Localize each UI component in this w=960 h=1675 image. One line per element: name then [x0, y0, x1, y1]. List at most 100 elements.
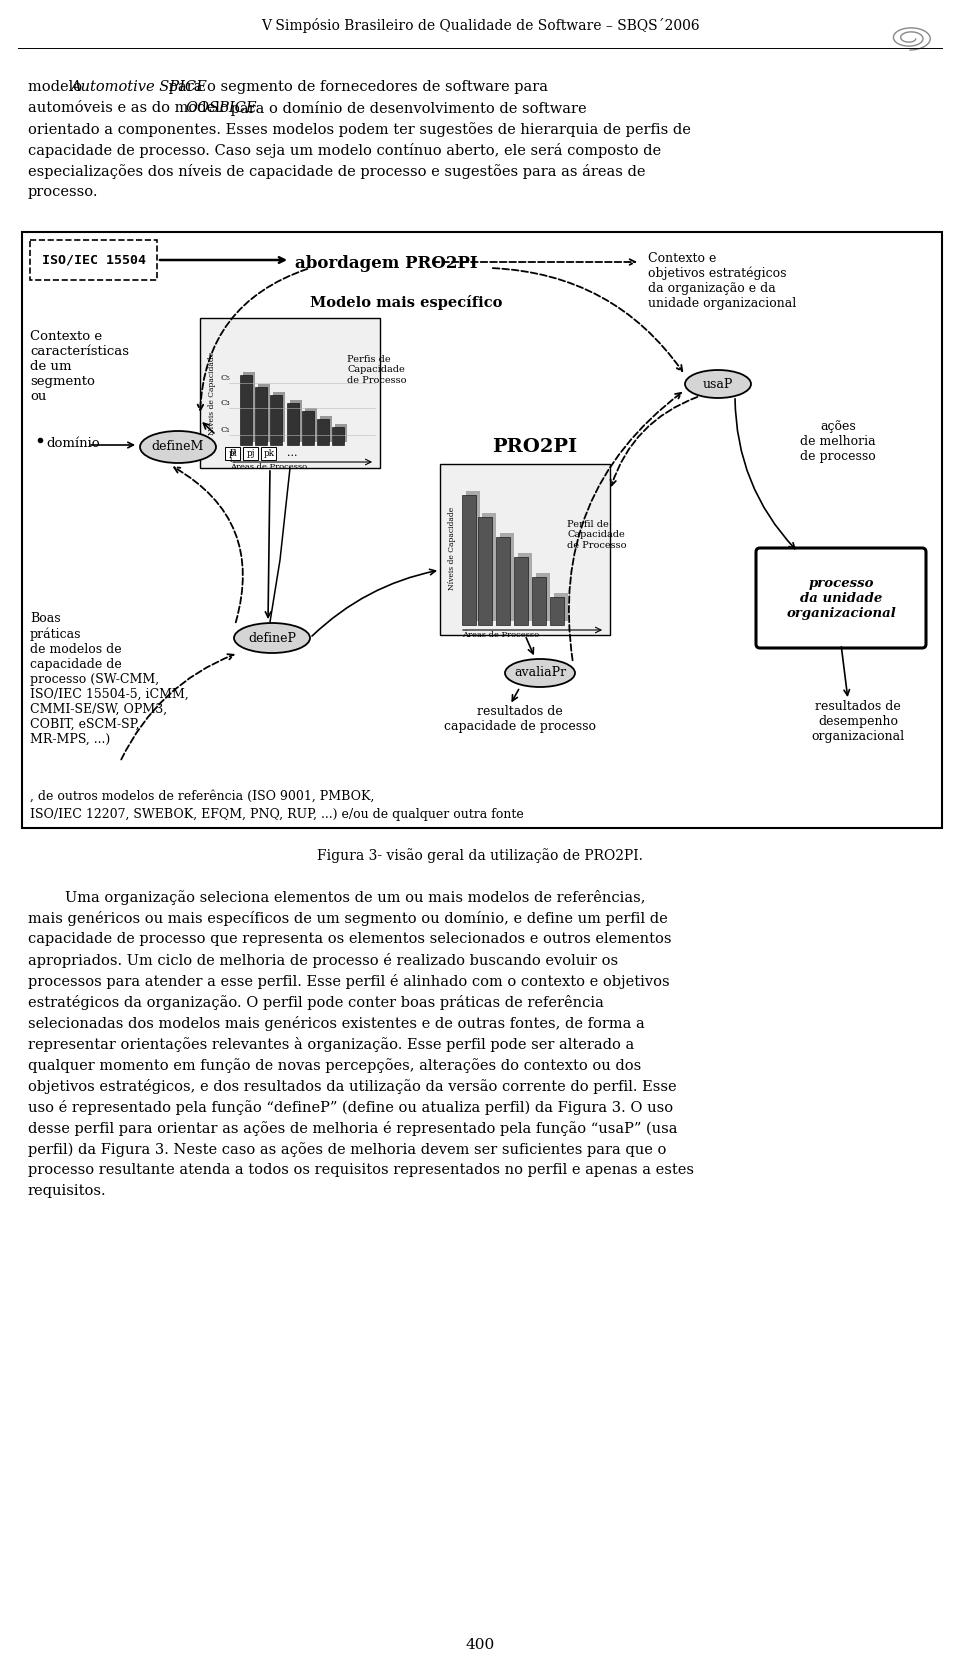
Bar	[258, 384, 270, 442]
Text: Automotive SPICE: Automotive SPICE	[70, 80, 207, 94]
Text: automóveis e as do modelo: automóveis e as do modelo	[28, 100, 233, 116]
Ellipse shape	[505, 658, 575, 687]
Text: capacidade de processo que representa os elementos selecionados e outros element: capacidade de processo que representa os…	[28, 931, 671, 946]
Bar	[518, 553, 532, 621]
Text: processo resultante atenda a todos os requisitos representados no perfil e apena: processo resultante atenda a todos os re…	[28, 1162, 694, 1178]
Text: ISO/IEC 15504: ISO/IEC 15504	[41, 253, 146, 266]
Text: orientado a componentes. Esses modelos podem ter sugestões de hierarquia de perf: orientado a componentes. Esses modelos p…	[28, 122, 691, 137]
Text: pk: pk	[263, 449, 275, 457]
Text: Contexto e
características
de um
segmento
ou: Contexto e características de um segment…	[30, 330, 129, 404]
Text: avaliaPr: avaliaPr	[514, 667, 566, 680]
Text: ISO/IEC 12207, SWEBOK, EFQM, PNQ, RUP, ...) e/ou de qualquer outra fonte: ISO/IEC 12207, SWEBOK, EFQM, PNQ, RUP, .…	[30, 807, 524, 821]
Text: Figura 3- visão geral da utilização de PRO2PI.: Figura 3- visão geral da utilização de P…	[317, 848, 643, 863]
Text: abordagem PRO2PI: abordagem PRO2PI	[295, 255, 478, 271]
Text: pi: pi	[228, 449, 237, 457]
Bar	[440, 464, 610, 635]
Text: V Simpósio Brasileiro de Qualidade de Software – SBQS´2006: V Simpósio Brasileiro de Qualidade de So…	[261, 18, 699, 34]
Bar	[270, 395, 282, 446]
Bar	[261, 447, 276, 461]
Text: processo.: processo.	[28, 184, 99, 199]
Text: defineM: defineM	[152, 441, 204, 454]
Text: perfil) da Figura 3. Neste caso as ações de melhoria devem ser suficientes para : perfil) da Figura 3. Neste caso as ações…	[28, 1142, 666, 1157]
Bar	[514, 558, 528, 625]
Text: Perfis de
Capacidade
de Processo: Perfis de Capacidade de Processo	[347, 355, 406, 385]
Bar	[554, 593, 568, 621]
Bar	[482, 513, 496, 621]
Text: da organização e da: da organização e da	[648, 281, 776, 295]
Bar	[22, 233, 942, 827]
Text: ...: ...	[287, 447, 298, 457]
Ellipse shape	[234, 623, 310, 653]
Bar	[225, 447, 240, 461]
FancyBboxPatch shape	[756, 548, 926, 648]
Bar	[332, 427, 344, 446]
Text: capacidade de processo. Caso seja um modelo contínuo aberto, ele será composto d: capacidade de processo. Caso seja um mod…	[28, 142, 661, 157]
Text: processos para atender a esse perfil. Esse perfil é alinhado com o contexto e ob: processos para atender a esse perfil. Es…	[28, 973, 670, 988]
Text: resultados de
capacidade de processo: resultados de capacidade de processo	[444, 705, 596, 734]
Text: especializações dos níveis de capacidade de processo e sugestões para as áreas d: especializações dos níveis de capacidade…	[28, 164, 645, 179]
Text: Perfil de
Capacidade
de Processo: Perfil de Capacidade de Processo	[567, 519, 627, 549]
Text: OOSPICE: OOSPICE	[185, 100, 256, 116]
Text: para o segmento de fornecedores de software para: para o segmento de fornecedores de softw…	[164, 80, 548, 94]
Text: p: p	[229, 447, 236, 457]
Ellipse shape	[140, 430, 216, 462]
Text: selecionadas dos modelos mais genéricos existentes e de outras fontes, de forma : selecionadas dos modelos mais genéricos …	[28, 1017, 645, 1032]
Bar	[302, 410, 314, 446]
Text: Áreas de Processo: Áreas de Processo	[462, 631, 540, 638]
Bar	[30, 240, 157, 280]
Bar	[243, 447, 258, 461]
Bar	[287, 404, 299, 446]
Text: Níveis de Capacidade: Níveis de Capacidade	[208, 352, 216, 434]
Bar	[532, 576, 546, 625]
Bar	[273, 392, 285, 442]
Bar	[462, 496, 476, 625]
Bar	[466, 491, 480, 621]
Text: ações
de melhoria
de processo: ações de melhoria de processo	[800, 420, 876, 462]
Text: qualquer momento em função de novas percepções, alterações do contexto ou dos: qualquer momento em função de novas perc…	[28, 1059, 641, 1074]
Text: resultados de
desempenho
organizacional: resultados de desempenho organizacional	[811, 700, 904, 744]
Text: PRO2PI: PRO2PI	[492, 437, 578, 456]
Text: Modelo mais específico: Modelo mais específico	[310, 295, 502, 310]
Text: processo
da unidade
organizacional: processo da unidade organizacional	[786, 576, 896, 620]
Bar	[243, 372, 255, 442]
Bar	[536, 573, 550, 621]
Text: estratégicos da organização. O perfil pode conter boas práticas de referência: estratégicos da organização. O perfil po…	[28, 995, 604, 1010]
Bar	[496, 538, 510, 625]
Bar	[335, 424, 347, 442]
Text: requisitos.: requisitos.	[28, 1184, 107, 1198]
Text: C₃: C₃	[220, 399, 229, 407]
Text: apropriados. Um ciclo de melhoria de processo é realizado buscando evoluir os: apropriados. Um ciclo de melhoria de pro…	[28, 953, 618, 968]
Text: pj: pj	[247, 449, 255, 457]
Text: Níveis de Capacidade: Níveis de Capacidade	[448, 506, 456, 590]
Bar	[290, 400, 302, 442]
Bar	[305, 409, 317, 442]
Text: objetivos estratégicos, e dos resultados da utilização da versão corrente do per: objetivos estratégicos, e dos resultados…	[28, 1079, 677, 1094]
Text: Uma organização seleciona elementos de um ou mais modelos de referências,: Uma organização seleciona elementos de u…	[28, 889, 645, 905]
Text: uso é representado pela função “defineP” (define ou atualiza perfil) da Figura 3: uso é representado pela função “defineP”…	[28, 1100, 673, 1116]
Text: C₁: C₁	[220, 425, 229, 434]
Text: Contexto e: Contexto e	[648, 251, 716, 265]
Text: usaP: usaP	[703, 377, 733, 390]
Bar	[500, 533, 514, 621]
Bar	[550, 596, 564, 625]
Text: unidade organizacional: unidade organizacional	[648, 296, 796, 310]
Text: , de outros modelos de referência (ISO 9001, PMBOK,: , de outros modelos de referência (ISO 9…	[30, 791, 374, 802]
Bar	[478, 518, 492, 625]
Text: modelo: modelo	[28, 80, 86, 94]
Text: representar orientações relevantes à organização. Esse perfil pode ser alterado : representar orientações relevantes à org…	[28, 1037, 635, 1052]
Text: Áreas de Processo: Áreas de Processo	[230, 462, 307, 471]
Text: 400: 400	[466, 1638, 494, 1652]
Text: objetivos estratégicos: objetivos estratégicos	[648, 266, 786, 280]
Text: Boas
práticas
de modelos de
capacidade de
processo (SW-CMM,
ISO/IEC 15504-5, iCM: Boas práticas de modelos de capacidade d…	[30, 611, 189, 745]
Ellipse shape	[685, 370, 751, 399]
Text: desse perfil para orientar as ações de melhoria é representado pela função “usaP: desse perfil para orientar as ações de m…	[28, 1121, 678, 1136]
Text: mais genéricos ou mais específicos de um segmento ou domínio, e define um perfil: mais genéricos ou mais específicos de um…	[28, 911, 668, 926]
Bar	[255, 387, 267, 446]
Text: i: i	[230, 456, 232, 464]
Text: domínio: domínio	[46, 437, 100, 451]
Bar	[317, 419, 329, 446]
Bar	[320, 415, 332, 442]
Bar	[240, 375, 252, 446]
Text: C₅: C₅	[220, 374, 229, 382]
Text: para o domínio de desenvolvimento de software: para o domínio de desenvolvimento de sof…	[227, 100, 587, 116]
